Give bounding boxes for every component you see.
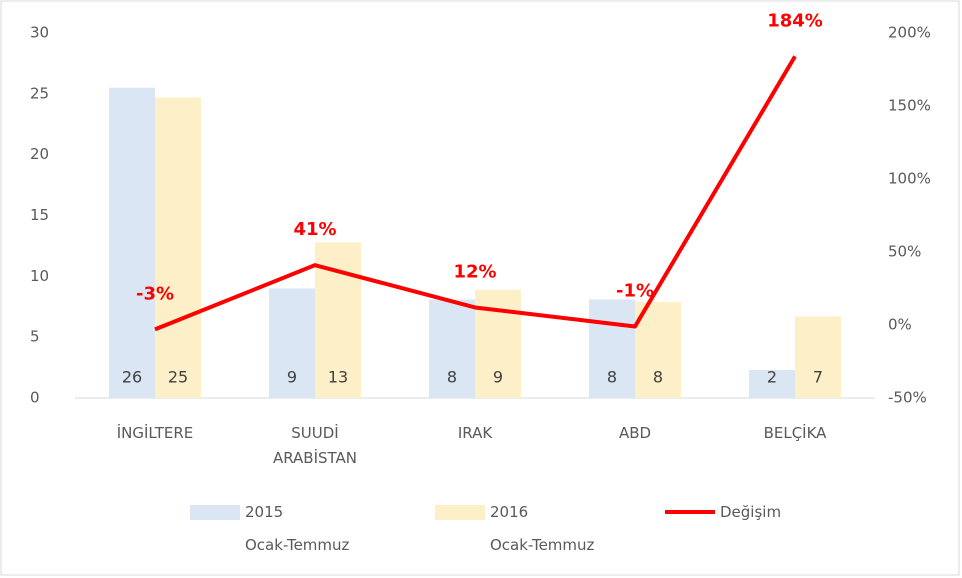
x-tick-label: ABD — [619, 424, 651, 442]
data-label: 7 — [813, 368, 823, 387]
x-tick-label: BELÇİKA — [764, 423, 828, 442]
bar — [269, 288, 315, 398]
bar — [749, 370, 795, 398]
data-label: 12% — [453, 261, 496, 282]
bar — [109, 87, 155, 398]
x-tick-label: İNGİLTERE — [117, 423, 194, 442]
x-tick-label: IRAK — [458, 424, 493, 442]
y-tick-label: 30 — [30, 24, 49, 42]
y2-tick-label: -50% — [888, 389, 927, 407]
bar — [635, 301, 681, 398]
y-tick-label: 0 — [30, 389, 40, 407]
data-label: -3% — [136, 283, 174, 304]
line — [154, 55, 797, 332]
y-tick-label: 25 — [30, 84, 49, 102]
x-tick-label: SUUDİ ARABİSTAN — [273, 423, 357, 467]
data-label: 2 — [767, 368, 777, 387]
legend-swatch — [190, 505, 240, 520]
data-label: 26 — [122, 368, 142, 387]
y2-tick-label: 50% — [888, 243, 921, 261]
data-label: 13 — [328, 368, 348, 387]
legend-label: 2016 Ocak-Temmuz — [490, 503, 595, 554]
legend-label: 2015 Ocak-Temmuz — [245, 503, 350, 554]
bar — [155, 97, 201, 398]
data-label: 184% — [767, 10, 823, 31]
data-label: 9 — [493, 368, 503, 387]
legend-label: Değişim — [720, 503, 781, 521]
bar — [589, 299, 635, 398]
data-label: 25 — [168, 368, 188, 387]
y2-tick-label: 0% — [888, 316, 912, 334]
legend-swatch — [435, 505, 485, 520]
y-tick-label: 5 — [30, 328, 40, 346]
y-tick-label: 20 — [30, 145, 49, 163]
y-tick-label: 10 — [30, 267, 49, 285]
data-label: -1% — [616, 280, 654, 301]
y2-tick-label: 100% — [888, 170, 931, 188]
data-label: 8 — [447, 368, 457, 387]
data-label: 8 — [653, 368, 663, 387]
y2-tick-label: 200% — [888, 24, 931, 42]
data-label: 8 — [607, 368, 617, 387]
bar — [795, 316, 841, 398]
data-label: 9 — [287, 368, 297, 387]
data-label: 41% — [293, 219, 336, 240]
y2-tick-label: 150% — [888, 97, 931, 115]
bar — [429, 299, 475, 398]
y-tick-label: 15 — [30, 206, 49, 224]
